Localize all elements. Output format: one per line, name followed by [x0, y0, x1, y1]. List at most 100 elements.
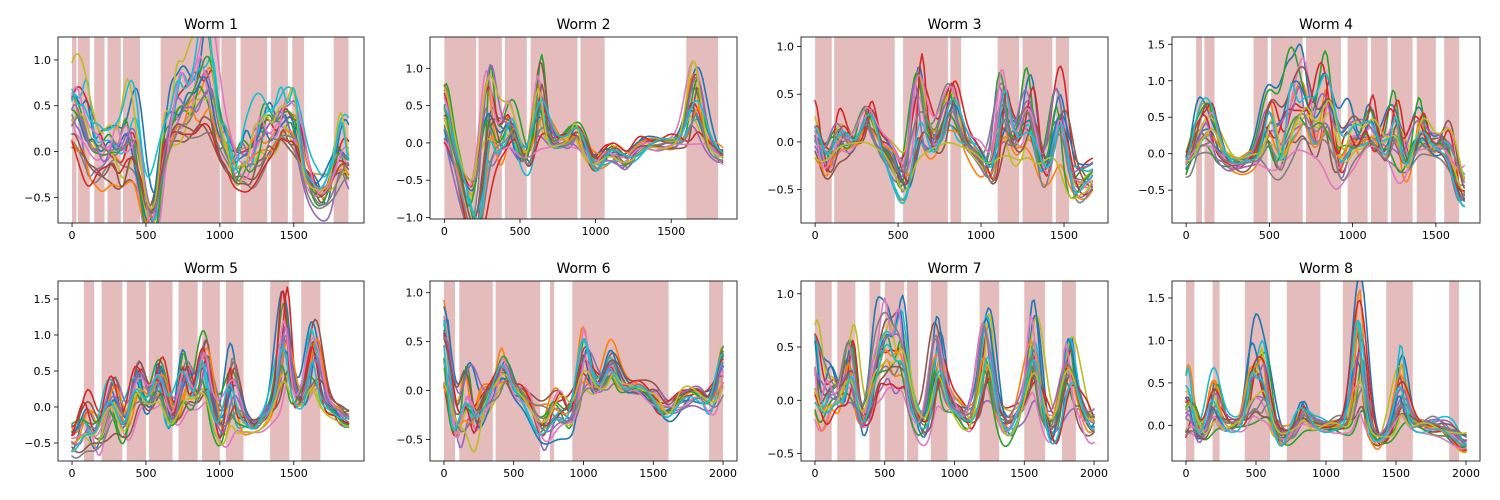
trace-line	[1185, 299, 1467, 452]
plot-area	[71, 281, 350, 461]
x-tick-label: 1500	[1050, 229, 1078, 242]
trace-line	[814, 365, 1095, 434]
shaded-interval	[495, 281, 541, 461]
trace-line	[814, 343, 1095, 445]
trace-line	[814, 69, 1093, 185]
y-tick-label: −0.5	[24, 437, 51, 450]
y-tick-label: 0.0	[34, 146, 52, 159]
y-tick-label: −1.0	[396, 212, 423, 225]
trace-line	[1185, 65, 1465, 189]
x-tick-label: 1000	[1339, 229, 1367, 242]
y-tick-label: 1.0	[777, 41, 795, 54]
y-tick-label: 1.0	[34, 329, 52, 342]
y-tick-label: 1.0	[1148, 75, 1166, 88]
trace-line	[814, 90, 1093, 205]
x-tick-label: 1000	[582, 225, 610, 238]
x-tick-label: 2000	[1452, 467, 1480, 480]
trace-line	[443, 355, 724, 434]
y-tick-label: 0.0	[1148, 148, 1166, 161]
shaded-interval	[815, 37, 832, 223]
x-tick-label: 0	[69, 467, 76, 480]
trace-line	[443, 98, 724, 219]
trace-line	[814, 53, 1093, 196]
trace-line	[814, 82, 1093, 180]
x-tick-label: 1000	[941, 467, 969, 480]
trace-line	[71, 346, 350, 453]
y-tick-label: 0.0	[1148, 419, 1166, 432]
x-tick-label: 0	[812, 229, 819, 242]
y-tick-label: 1.0	[406, 287, 424, 300]
trace-line	[443, 83, 724, 219]
trace-line	[814, 141, 1093, 200]
x-tick-label: 1500	[639, 467, 667, 480]
x-tick-label: 1500	[280, 467, 308, 480]
y-tick-label: 0.5	[777, 88, 795, 101]
trace-line	[443, 131, 724, 219]
trace-line	[814, 359, 1095, 448]
shaded-interval	[1253, 37, 1268, 223]
y-tick-label: 0.5	[406, 336, 424, 349]
shaded-interval	[550, 281, 555, 461]
plot-area	[1185, 37, 1465, 223]
y-tick-label: 0.5	[406, 100, 424, 113]
axes-frame	[57, 36, 365, 224]
plot-area	[443, 37, 724, 219]
y-tick-label: 0.0	[34, 401, 52, 414]
shaded-interval	[907, 281, 919, 461]
panel-8: 0 500 1000 1500 2000 0.0 0.5 1.0 1.5 Worm 8	[1148, 261, 1481, 480]
y-tick-label: −0.5	[767, 184, 794, 197]
x-tick-label: 2000	[1080, 467, 1108, 480]
y-tick-label: 0.0	[777, 394, 795, 407]
panel-title: Worm 1	[184, 17, 238, 33]
x-tick-label: 500	[509, 225, 530, 238]
trace-line	[1185, 73, 1465, 207]
y-tick-label: 1.0	[34, 54, 52, 67]
x-tick-label: 1500	[1010, 467, 1038, 480]
y-tick-label: 1.5	[1148, 38, 1166, 51]
x-tick-label: 0	[69, 229, 76, 242]
axes-frame	[800, 36, 1109, 224]
trace-line	[443, 370, 724, 433]
x-tick-label: 1000	[1312, 467, 1340, 480]
y-tick-label: −0.5	[1138, 184, 1165, 197]
y-tick-label: 0.5	[1148, 377, 1166, 390]
trace-line	[814, 348, 1095, 437]
y-tick-label: −0.5	[396, 174, 423, 187]
trace-line	[71, 364, 350, 447]
y-tick-label: 0.5	[34, 100, 52, 113]
plot-area	[443, 281, 724, 461]
trace-line	[71, 37, 350, 223]
trace-line	[1185, 80, 1465, 183]
trace-line	[1185, 379, 1467, 438]
y-tick-label: 1.0	[1148, 334, 1166, 347]
y-tick-label: 1.5	[34, 293, 52, 306]
x-tick-label: 1000	[967, 229, 995, 242]
panel-title: Worm 4	[1299, 17, 1353, 33]
trace-line	[443, 338, 724, 436]
panel-5: 0 500 1000 1500 −0.5 0.0 0.5 1.0 1.5 Worm 5	[24, 261, 365, 480]
shaded-interval	[1449, 281, 1459, 461]
x-tick-label: 500	[135, 229, 156, 242]
shaded-interval	[1416, 37, 1436, 223]
plot-area	[1185, 281, 1467, 461]
trace-line	[71, 86, 350, 214]
panel-title: Worm 8	[1299, 261, 1353, 277]
plot-area	[814, 37, 1093, 223]
x-tick-label: 1500	[280, 229, 308, 242]
trace-line	[814, 311, 1095, 430]
shaded-interval	[580, 37, 605, 219]
x-tick-label: 500	[888, 229, 909, 242]
panel-4: 0 500 1000 1500 −0.5 0.0 0.5 1.0 1.5 Worm 4	[1138, 17, 1481, 242]
x-tick-label: 1000	[206, 229, 234, 242]
trace-line	[71, 380, 350, 452]
y-tick-label: 1.5	[1148, 292, 1166, 305]
panel-3: 0 500 1000 1500 −0.5 0.0 0.5 1.0 Worm 3	[767, 17, 1109, 242]
panel-title: Worm 3	[927, 17, 981, 33]
trace-line	[71, 326, 350, 446]
x-tick-label: 0	[1183, 229, 1190, 242]
x-tick-label: 500	[874, 467, 895, 480]
trace-line	[1185, 85, 1465, 201]
y-tick-label: 0.5	[777, 341, 795, 354]
panel-2: 0 500 1000 1500 −1.0 −0.5 0.0 0.5 1.0 Worm 2	[396, 17, 738, 238]
